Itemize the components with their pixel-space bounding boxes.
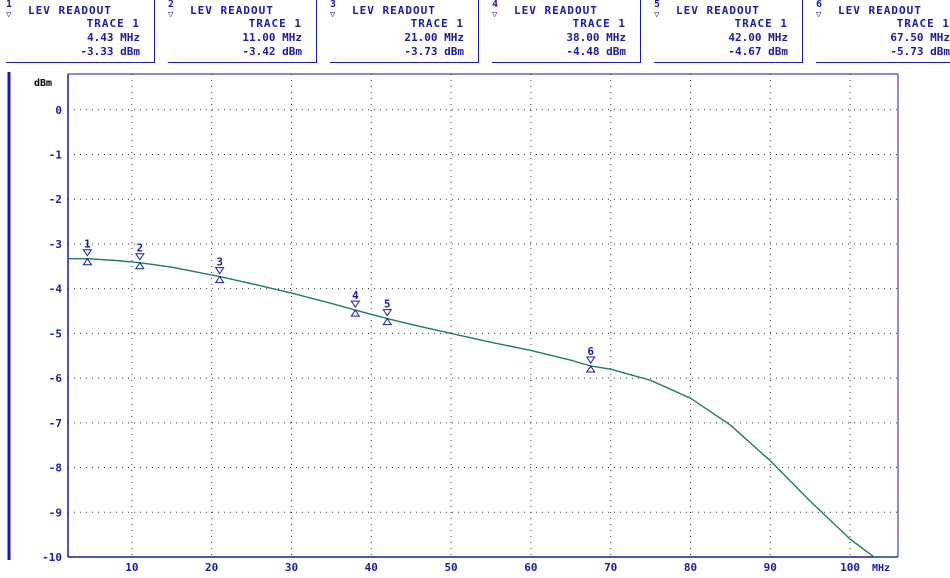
marker-readout-4: 4 ▽ LEV READOUT TRACE 1 38.00 MHz -4.48 dBm <box>492 0 641 63</box>
marker-triangle-icon: ▽ <box>816 10 822 20</box>
readout-title: LEV READOUT <box>28 4 112 17</box>
marker-triangle-icon: ▽ <box>492 10 498 20</box>
marker-down-triangle-icon <box>214 267 225 275</box>
tick-labels: 0 -1 -2 -3 -4 -5 -6 -7 -8 -9 -10 10 20 30 40 50 60 70 80 90… <box>42 104 860 574</box>
y-tick-label: -2 <box>49 193 62 206</box>
readout-level: -5.73 dBm <box>890 45 950 58</box>
axes <box>7 72 899 560</box>
marker-up-triangle-icon <box>585 365 596 373</box>
readout-trace: TRACE 1 <box>572 17 626 30</box>
x-tick-label: 40 <box>365 561 378 574</box>
readout-level: -4.48 dBm <box>566 45 626 58</box>
readout-frequency: 67.50 MHz <box>890 31 950 44</box>
marker-down-triangle-icon <box>382 309 393 317</box>
marker-down-triangle-icon <box>82 249 93 257</box>
readout-title: LEV READOUT <box>190 4 274 17</box>
y-tick-label: -9 <box>49 506 62 519</box>
readout-level: -3.73 dBm <box>404 45 464 58</box>
marker-number: 6 <box>816 0 823 10</box>
marker-up-triangle-icon <box>82 257 93 266</box>
trace-marker-label: 5 <box>384 298 391 311</box>
x-tick-label: 20 <box>205 561 218 574</box>
marker-down-triangle-icon <box>350 300 361 309</box>
readout-frequency: 42.00 MHz <box>728 31 788 44</box>
marker-readout-6: 6 ▽ LEV READOUT TRACE 1 67.50 MHz -5.73 dBm <box>816 0 950 63</box>
readout-trace: TRACE 1 <box>734 17 788 30</box>
marker-down-triangle-icon <box>585 356 596 364</box>
readout-trace: TRACE 1 <box>86 17 140 30</box>
trace-marker-4: 4 <box>350 289 361 317</box>
readout-title: LEV READOUT <box>352 4 436 17</box>
trace-markers: 1 2 3 4 5 6 <box>82 238 596 373</box>
trace-marker-1: 1 <box>82 238 93 266</box>
y-tick-label: -1 <box>49 149 63 162</box>
grid <box>68 74 898 557</box>
marker-up-triangle-icon <box>350 309 361 317</box>
marker-number: 5 <box>654 0 661 10</box>
trace-marker-label: 1 <box>84 238 91 251</box>
marker-down-triangle-icon <box>134 253 145 261</box>
marker-triangle-icon: ▽ <box>330 10 336 20</box>
x-axis-label: MHz <box>872 563 890 574</box>
trace-marker-label: 4 <box>352 289 359 302</box>
readout-title: LEV READOUT <box>676 4 760 17</box>
y-axis-label: dBm <box>34 78 52 89</box>
x-tick-label: 30 <box>285 561 298 574</box>
marker-triangle-icon: ▽ <box>654 10 660 20</box>
trace-marker-5: 5 <box>382 298 393 326</box>
y-tick-label: -7 <box>49 417 62 430</box>
marker-readout-5: 5 ▽ LEV READOUT TRACE 1 42.00 MHz -4.67 dBm <box>654 0 803 63</box>
trace-marker-label: 6 <box>587 345 594 358</box>
marker-up-triangle-icon <box>382 317 393 326</box>
x-tick-label: 60 <box>524 561 537 574</box>
y-tick-label: -3 <box>49 238 62 251</box>
readout-title: LEV READOUT <box>514 4 598 17</box>
marker-number: 4 <box>492 0 499 10</box>
y-tick-label: -6 <box>49 372 63 385</box>
readout-frequency: 38.00 MHz <box>566 31 626 44</box>
y-tick-label: 0 <box>55 104 62 117</box>
readout-level: -3.33 dBm <box>80 45 140 58</box>
readout-trace: TRACE 1 <box>410 17 464 30</box>
x-tick-label: 50 <box>444 561 457 574</box>
marker-up-triangle-icon <box>214 275 225 284</box>
readout-level: -3.42 dBm <box>242 45 302 58</box>
marker-readout-3: 3 ▽ LEV READOUT TRACE 1 21.00 MHz -3.73 dBm <box>330 0 479 63</box>
readout-frequency: 4.43 MHz <box>87 31 140 44</box>
readout-trace: TRACE 1 <box>248 17 302 30</box>
trace-marker-2: 2 <box>134 242 145 270</box>
marker-readout-1: 1 ▽ LEV READOUT TRACE 1 4.43 MHz -3.33 dBm <box>6 0 155 63</box>
marker-triangle-icon: ▽ <box>6 10 12 20</box>
marker-number: 3 <box>330 0 337 10</box>
readout-frequency: 11.00 MHz <box>242 31 302 44</box>
y-tick-label: -5 <box>49 327 62 340</box>
trace-marker-6: 6 <box>585 345 596 373</box>
y-tick-label: -10 <box>42 551 62 564</box>
y-tick-label: -8 <box>49 462 62 475</box>
x-tick-label: 100 <box>840 561 860 574</box>
marker-number: 1 <box>6 0 13 10</box>
readout-level: -4.67 dBm <box>728 45 788 58</box>
trace-marker-3: 3 <box>214 256 225 284</box>
marker-up-triangle-icon <box>134 261 145 270</box>
x-tick-label: 90 <box>764 561 777 574</box>
trace-marker-label: 3 <box>216 256 223 269</box>
marker-triangle-icon: ▽ <box>168 10 174 20</box>
readout-trace: TRACE 1 <box>896 17 950 30</box>
marker-readout-2: 2 ▽ LEV READOUT TRACE 1 11.00 MHz -3.42 dBm <box>168 0 317 63</box>
readout-title: LEV READOUT <box>838 4 922 17</box>
trace-line <box>68 258 898 558</box>
trace-marker-label: 2 <box>137 242 144 255</box>
marker-number: 2 <box>168 0 175 10</box>
x-tick-label: 10 <box>125 561 138 574</box>
x-tick-label: 80 <box>684 561 697 574</box>
readout-frequency: 21.00 MHz <box>404 31 464 44</box>
x-tick-label: 70 <box>604 561 617 574</box>
trace-1 <box>68 258 898 558</box>
y-tick-label: -4 <box>49 283 63 296</box>
